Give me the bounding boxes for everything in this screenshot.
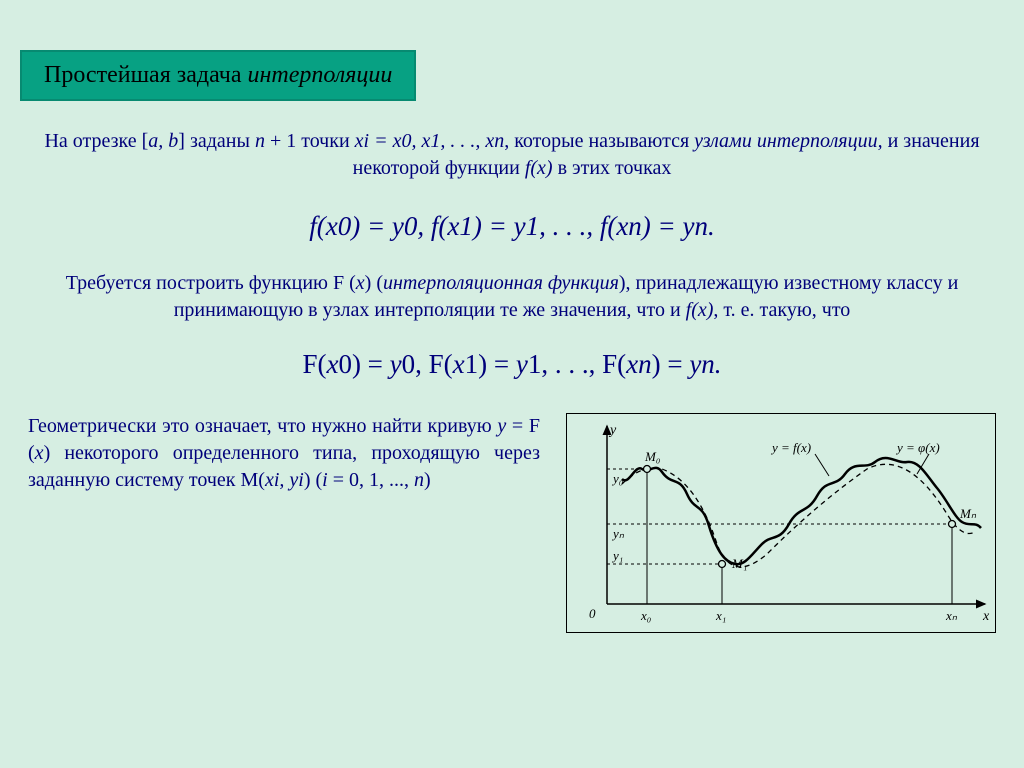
slide-title: Простейшая задача интерполяции bbox=[20, 50, 416, 101]
svg-text:y = f(x): y = f(x) bbox=[770, 440, 811, 455]
text: , т. е. такую, что bbox=[713, 299, 850, 321]
text: Требуется построить функцию F ( bbox=[66, 272, 356, 294]
equation-2: F(x0) = y0, F(x1) = y1, . . ., F(xn) = y… bbox=[28, 346, 996, 382]
text: в этих точках bbox=[553, 157, 672, 179]
text-ital: a, b bbox=[148, 130, 178, 152]
text-ital: x bbox=[356, 272, 365, 294]
svg-text:x₁: x₁ bbox=[715, 608, 726, 623]
text-ital: n bbox=[255, 130, 265, 152]
text-ital: y bbox=[497, 415, 506, 437]
slide-content: На отрезке [a, b] заданы n + 1 точки xi … bbox=[28, 128, 996, 633]
bottom-row: Геометрически это означает, что нужно на… bbox=[28, 413, 996, 633]
text: , которые называются bbox=[504, 130, 694, 152]
svg-text:M₁: M₁ bbox=[731, 556, 747, 571]
svg-text:xₙ: xₙ bbox=[945, 608, 958, 623]
text-ital: узлами интерполяции, bbox=[694, 130, 882, 152]
text-ital: f(x) bbox=[686, 299, 714, 321]
svg-text:Mₙ: Mₙ bbox=[959, 506, 977, 521]
svg-text:0: 0 bbox=[589, 606, 596, 621]
text: ) bbox=[424, 469, 431, 491]
paragraph-1: На отрезке [a, b] заданы n + 1 точки xi … bbox=[28, 128, 996, 182]
paragraph-3: Геометрически это означает, что нужно на… bbox=[28, 413, 546, 494]
svg-text:yₙ: yₙ bbox=[611, 526, 625, 541]
text-ital: n bbox=[414, 469, 424, 491]
text: ) ( bbox=[304, 469, 322, 491]
svg-text:y₁: y₁ bbox=[611, 548, 623, 563]
paragraph-2: Требуется построить функцию F (x) (интер… bbox=[28, 270, 996, 324]
equation-1: f(x0) = y0, f(x1) = y1, . . ., f(xn) = y… bbox=[28, 208, 996, 244]
svg-text:x₀: x₀ bbox=[640, 608, 651, 623]
chart-svg: 0 y x x₀ y₀ M₀ x₁ y₁ M₁ xₙ yₙ Mₙ y = f(x) y = φ(x) bbox=[567, 414, 997, 634]
svg-text:x: x bbox=[982, 609, 990, 624]
svg-text:y = φ(x): y = φ(x) bbox=[895, 440, 940, 455]
text: Геометрически это означает, что нужно на… bbox=[28, 415, 497, 437]
text-ital: f(x) bbox=[525, 157, 553, 179]
svg-text:y₀: y₀ bbox=[611, 471, 623, 486]
text-ital: x bbox=[35, 442, 44, 464]
title-plain: Простейшая задача bbox=[44, 62, 248, 88]
text: + 1 точки bbox=[265, 130, 355, 152]
text: = 0, 1, ..., bbox=[328, 469, 414, 491]
text-ital: xi, yi bbox=[265, 469, 304, 491]
text-ital: xi = x0, x1, . . ., xn bbox=[355, 130, 505, 152]
title-ital: интерполяции bbox=[248, 62, 393, 88]
text: ] заданы bbox=[178, 130, 255, 152]
svg-text:M₀: M₀ bbox=[644, 449, 660, 464]
interpolation-chart: 0 y x x₀ y₀ M₀ x₁ y₁ M₁ xₙ yₙ Mₙ y = f(x) y = φ(x) bbox=[566, 413, 996, 633]
text: На отрезке [ bbox=[44, 130, 148, 152]
svg-text:y: y bbox=[608, 423, 617, 438]
text: ) ( bbox=[365, 272, 383, 294]
text-ital: интерполяционная функция bbox=[383, 272, 619, 294]
